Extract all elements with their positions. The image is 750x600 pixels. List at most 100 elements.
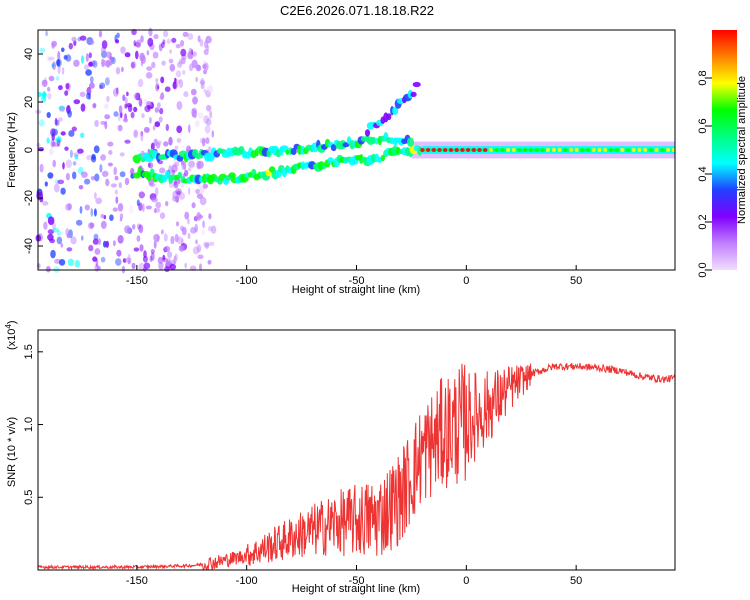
noise-blob <box>99 82 106 89</box>
noise-blob <box>206 85 214 94</box>
spectral-blob <box>551 148 556 152</box>
noise-blob <box>153 233 160 242</box>
noise-blob <box>52 227 60 233</box>
spectrogram-x-tick-label: -150 <box>126 275 148 287</box>
noise-blob <box>79 206 83 214</box>
noise-blob <box>159 212 166 220</box>
noise-blob <box>176 101 183 110</box>
noise-blob <box>94 119 99 127</box>
noise-blob <box>108 56 115 63</box>
noise-blob <box>191 59 198 69</box>
noise-blob <box>116 249 122 257</box>
noise-blob <box>90 208 94 217</box>
noise-blob <box>88 222 94 230</box>
snr-x-tick-label: 50 <box>570 575 582 587</box>
noise-blob <box>156 85 160 90</box>
noise-blob <box>104 103 109 110</box>
snr-marks <box>37 362 676 572</box>
noise-blob <box>210 225 217 234</box>
noise-blob <box>130 167 135 176</box>
noise-blob <box>147 105 151 110</box>
noise-blob <box>176 138 182 143</box>
noise-blob <box>138 262 145 272</box>
noise-blob <box>155 201 162 209</box>
snr-x-tick-label: -50 <box>349 575 365 587</box>
noise-blob <box>135 92 141 101</box>
noise-blob <box>146 128 150 133</box>
noise-blob <box>58 259 66 266</box>
noise-blob <box>62 162 65 170</box>
noise-blob <box>100 154 106 161</box>
colorbar-label: Normalized spectral amplitude <box>736 76 748 224</box>
spectral-blob <box>431 148 436 152</box>
noise-blob <box>57 179 65 185</box>
noise-blob <box>203 241 210 248</box>
noise-blob <box>85 69 92 76</box>
noise-blob <box>70 236 77 245</box>
noise-blob <box>88 244 94 252</box>
spectrogram-x-tick-label: 50 <box>570 275 582 287</box>
noise-blob <box>145 72 153 79</box>
noise-blob <box>84 204 91 211</box>
noise-blob <box>112 240 116 247</box>
noise-blob <box>60 243 64 248</box>
noise-blob <box>115 39 120 44</box>
noise-blob <box>60 131 66 136</box>
noise-blob <box>67 109 72 118</box>
noise-blob <box>207 226 213 232</box>
spectral-blob <box>364 129 371 137</box>
spectral-blob <box>597 148 602 152</box>
noise-blob <box>152 125 156 131</box>
noise-blob <box>119 152 125 157</box>
noise-blob <box>202 220 206 229</box>
noise-blob <box>175 70 182 78</box>
noise-blob <box>114 175 119 181</box>
noise-blob <box>78 166 84 175</box>
spectral-blob <box>540 148 545 152</box>
noise-blob <box>198 186 205 194</box>
spectrogram-x-tick-label: -100 <box>236 275 258 287</box>
noise-blob <box>65 172 70 181</box>
noise-blob <box>147 162 151 168</box>
noise-blob <box>136 235 141 242</box>
noise-blob <box>208 213 212 220</box>
noise-blob <box>72 161 77 166</box>
noise-blob <box>47 92 52 100</box>
noise-blob <box>187 232 191 240</box>
noise-blob <box>93 145 100 154</box>
snr-y-tick-label: 1.0 <box>23 417 35 432</box>
noise-blob <box>180 40 185 47</box>
noise-blob <box>127 253 131 262</box>
colorbar-ticks: 0.0 0.2 0.4 0.6 0.8 <box>697 70 712 278</box>
noise-blob <box>68 42 74 50</box>
noise-blob <box>188 124 191 134</box>
noise-blob <box>56 136 62 143</box>
noise-blob <box>44 76 47 85</box>
noise-blob <box>146 66 153 71</box>
noise-blob <box>122 118 129 123</box>
noise-blob <box>153 34 159 40</box>
noise-blob <box>199 80 206 85</box>
noise-blob <box>115 67 121 75</box>
noise-blob <box>138 191 145 199</box>
noise-blob <box>100 220 107 229</box>
noise-blob <box>196 212 202 221</box>
noise-blob <box>120 46 126 54</box>
noise-blob <box>65 203 71 211</box>
colorbar-tick-label: 0.0 <box>697 262 709 277</box>
noise-blob <box>202 63 207 69</box>
noise-blob <box>153 208 157 214</box>
noise-blob <box>194 120 200 128</box>
noise-blob <box>206 104 212 112</box>
spectral-blob <box>228 172 236 179</box>
snr-x-tick-label: -150 <box>126 575 148 587</box>
noise-blob <box>61 67 65 75</box>
spectrogram-x-tick-label: -50 <box>349 275 365 287</box>
spectral-blob <box>477 148 482 152</box>
noise-blob <box>146 50 150 56</box>
noise-blob <box>192 96 198 105</box>
noise-blob <box>45 265 51 273</box>
noise-blob <box>159 107 164 115</box>
noise-blob <box>130 62 136 69</box>
spectral-blob <box>483 148 488 152</box>
